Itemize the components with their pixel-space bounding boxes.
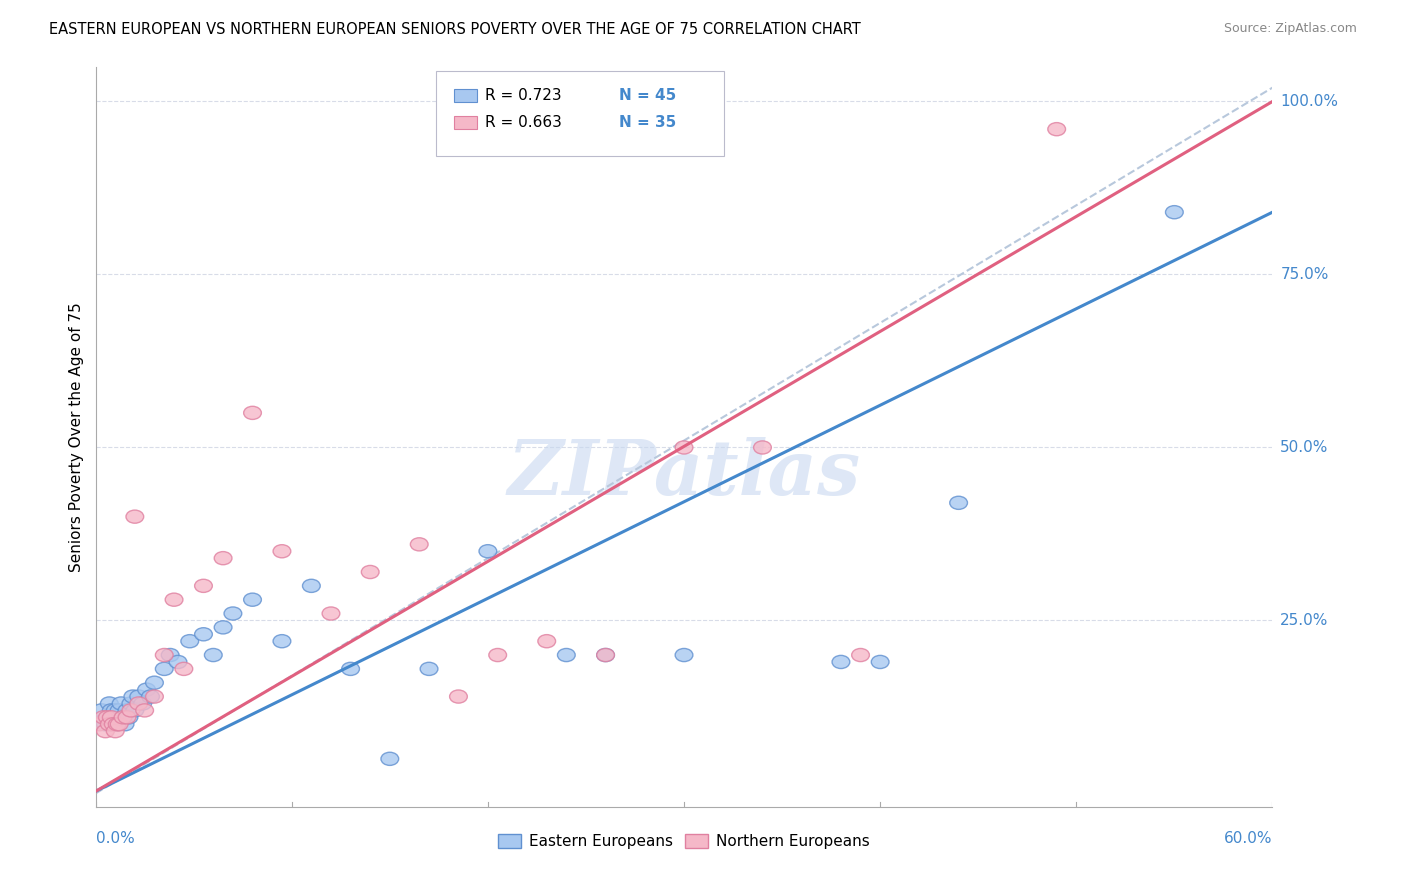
Ellipse shape	[224, 607, 242, 620]
Ellipse shape	[103, 704, 120, 717]
Y-axis label: Seniors Poverty Over the Age of 75: Seniors Poverty Over the Age of 75	[69, 302, 84, 572]
Ellipse shape	[169, 656, 187, 668]
Ellipse shape	[108, 718, 127, 731]
Ellipse shape	[120, 711, 138, 724]
Text: Source: ZipAtlas.com: Source: ZipAtlas.com	[1223, 22, 1357, 36]
Ellipse shape	[204, 648, 222, 662]
Text: 25.0%: 25.0%	[1281, 613, 1329, 628]
Ellipse shape	[949, 496, 967, 509]
Ellipse shape	[243, 406, 262, 419]
Text: R = 0.663: R = 0.663	[485, 115, 562, 129]
Ellipse shape	[114, 711, 132, 724]
Ellipse shape	[118, 711, 136, 724]
Ellipse shape	[214, 551, 232, 565]
Text: 75.0%: 75.0%	[1281, 267, 1329, 282]
Ellipse shape	[112, 697, 129, 710]
Ellipse shape	[142, 690, 159, 703]
Ellipse shape	[136, 704, 153, 717]
Ellipse shape	[146, 676, 163, 690]
Text: R = 0.723: R = 0.723	[485, 88, 561, 103]
Text: N = 45: N = 45	[619, 88, 676, 103]
Ellipse shape	[675, 441, 693, 454]
Ellipse shape	[108, 718, 127, 731]
Ellipse shape	[872, 656, 889, 668]
Ellipse shape	[110, 718, 128, 731]
Ellipse shape	[90, 718, 108, 731]
Ellipse shape	[1166, 206, 1184, 219]
Ellipse shape	[117, 718, 134, 731]
Ellipse shape	[243, 593, 262, 607]
Ellipse shape	[110, 704, 128, 717]
Text: 50.0%: 50.0%	[1281, 440, 1329, 455]
Ellipse shape	[165, 593, 183, 607]
Ellipse shape	[361, 566, 380, 579]
Ellipse shape	[104, 711, 122, 724]
Ellipse shape	[129, 690, 148, 703]
Ellipse shape	[127, 704, 143, 717]
Ellipse shape	[852, 648, 869, 662]
Ellipse shape	[156, 662, 173, 675]
Ellipse shape	[411, 538, 427, 551]
Ellipse shape	[302, 579, 321, 592]
Ellipse shape	[162, 648, 179, 662]
Ellipse shape	[1047, 122, 1066, 136]
Ellipse shape	[675, 648, 693, 662]
Ellipse shape	[118, 704, 136, 717]
Legend: Eastern Europeans, Northern Europeans: Eastern Europeans, Northern Europeans	[492, 828, 876, 855]
Ellipse shape	[127, 510, 143, 524]
Ellipse shape	[194, 628, 212, 640]
Ellipse shape	[100, 697, 118, 710]
Ellipse shape	[381, 752, 399, 765]
Ellipse shape	[420, 662, 437, 675]
Ellipse shape	[538, 634, 555, 648]
Ellipse shape	[122, 697, 139, 710]
Ellipse shape	[479, 545, 496, 558]
Ellipse shape	[129, 697, 148, 710]
Text: 60.0%: 60.0%	[1225, 831, 1272, 847]
Ellipse shape	[114, 711, 132, 724]
Ellipse shape	[181, 634, 198, 648]
Ellipse shape	[134, 697, 152, 710]
Ellipse shape	[557, 648, 575, 662]
Ellipse shape	[122, 704, 139, 717]
Ellipse shape	[596, 648, 614, 662]
Text: 100.0%: 100.0%	[1281, 94, 1339, 109]
Ellipse shape	[832, 656, 849, 668]
Text: EASTERN EUROPEAN VS NORTHERN EUROPEAN SENIORS POVERTY OVER THE AGE OF 75 CORRELA: EASTERN EUROPEAN VS NORTHERN EUROPEAN SE…	[49, 22, 860, 37]
Ellipse shape	[489, 648, 506, 662]
Ellipse shape	[93, 704, 110, 717]
Ellipse shape	[104, 718, 122, 731]
Ellipse shape	[97, 718, 114, 731]
Ellipse shape	[273, 545, 291, 558]
Ellipse shape	[98, 711, 117, 724]
Ellipse shape	[273, 634, 291, 648]
Ellipse shape	[174, 662, 193, 675]
Ellipse shape	[138, 683, 156, 697]
Ellipse shape	[194, 579, 212, 592]
Ellipse shape	[107, 724, 124, 738]
Ellipse shape	[146, 690, 163, 703]
Ellipse shape	[94, 711, 112, 724]
Ellipse shape	[322, 607, 340, 620]
Ellipse shape	[98, 711, 117, 724]
Text: 0.0%: 0.0%	[96, 831, 135, 847]
Ellipse shape	[214, 621, 232, 634]
Ellipse shape	[103, 718, 120, 731]
Text: N = 35: N = 35	[619, 115, 676, 129]
Ellipse shape	[107, 704, 124, 717]
Text: ZIPatlas: ZIPatlas	[508, 437, 860, 511]
Ellipse shape	[450, 690, 467, 703]
Ellipse shape	[103, 711, 120, 724]
Ellipse shape	[596, 648, 614, 662]
Ellipse shape	[754, 441, 772, 454]
Ellipse shape	[342, 662, 360, 675]
Ellipse shape	[100, 718, 118, 731]
Ellipse shape	[97, 724, 114, 738]
Ellipse shape	[156, 648, 173, 662]
Ellipse shape	[124, 690, 142, 703]
